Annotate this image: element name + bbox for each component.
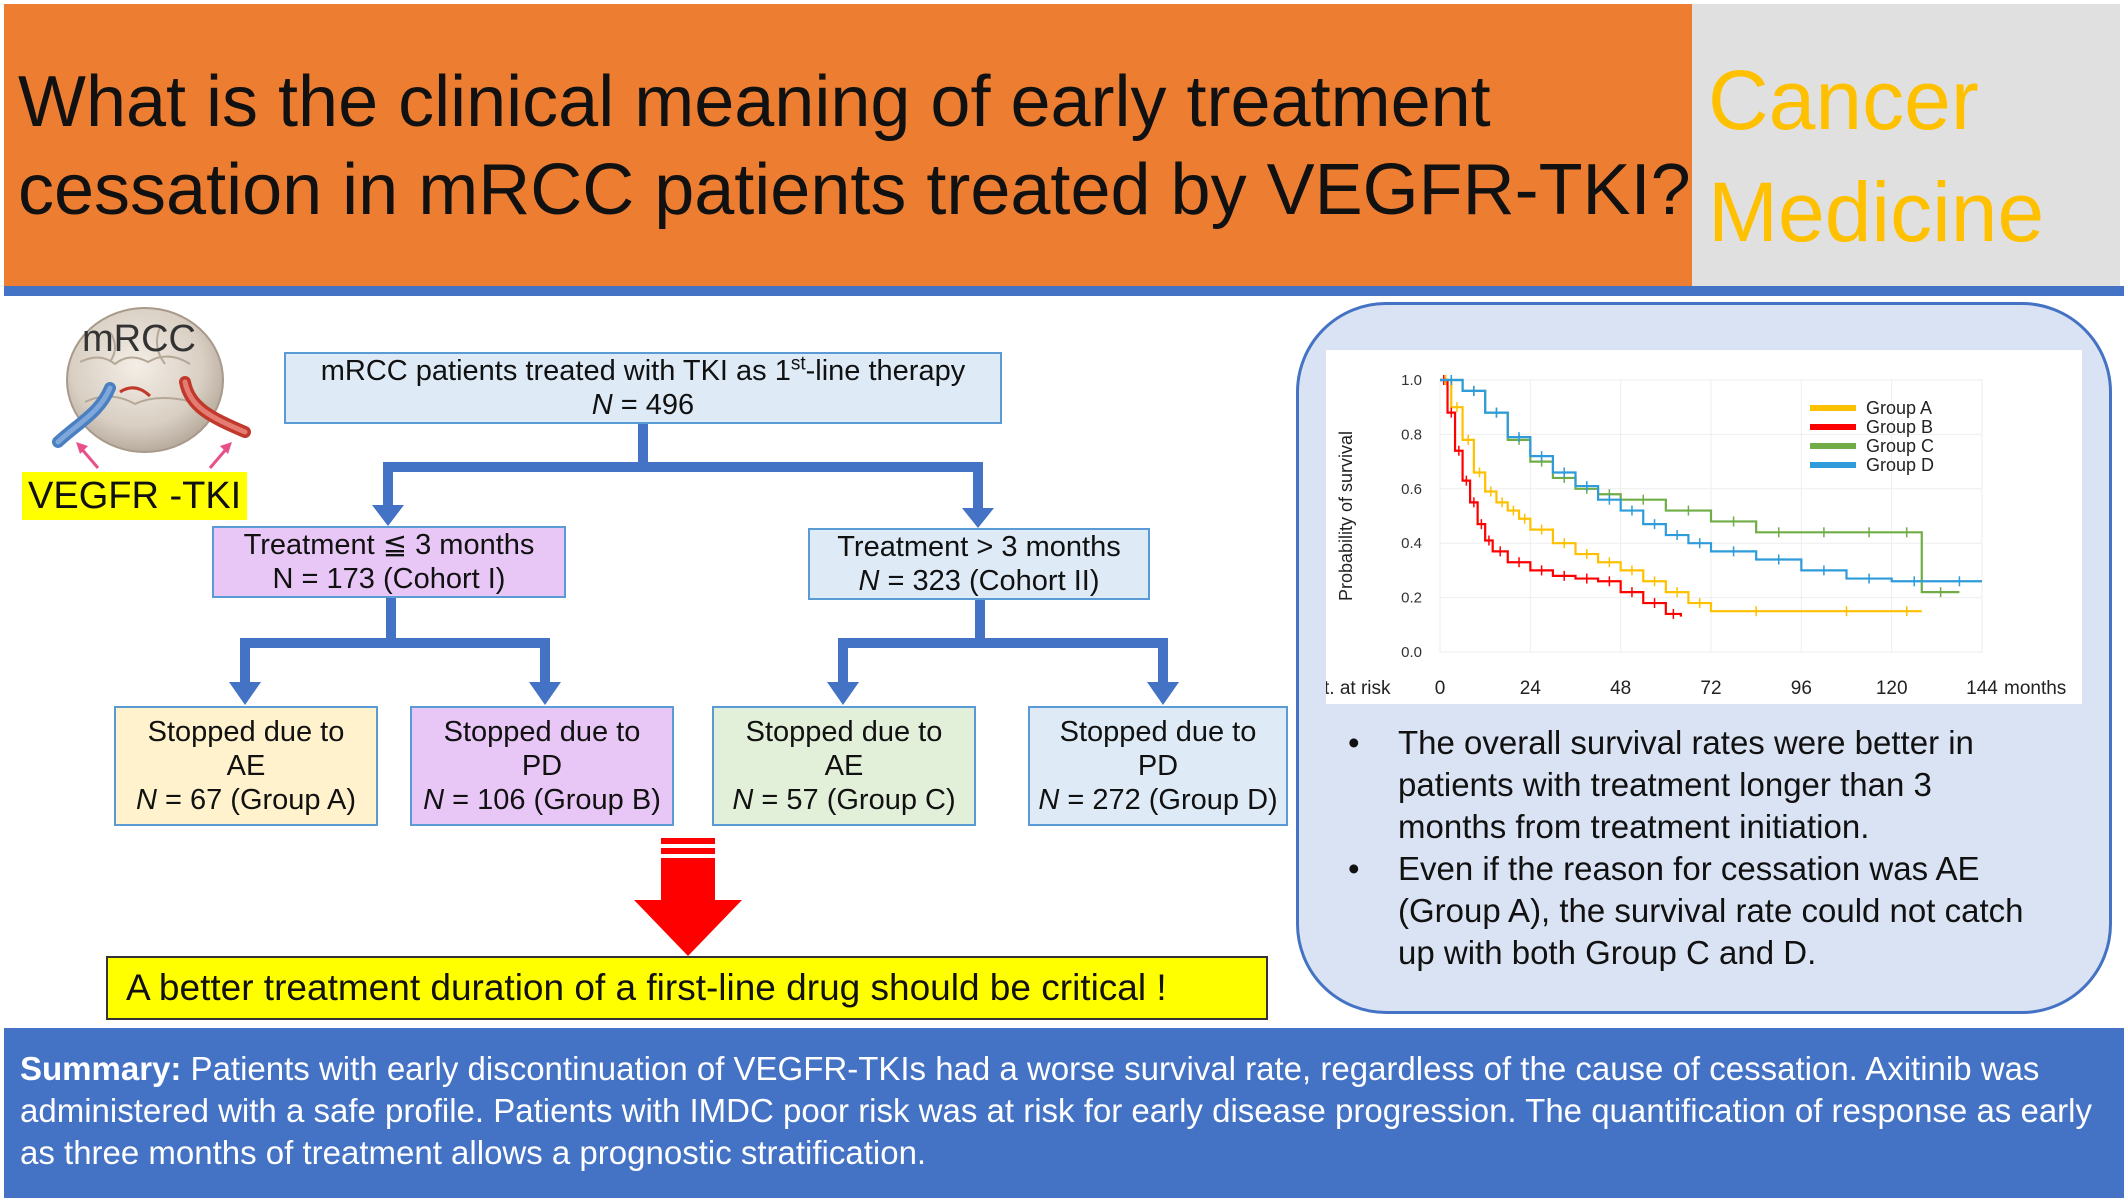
arrow-groupA xyxy=(229,682,261,705)
x-tick-label: 0 xyxy=(1435,678,1446,699)
groupB-box: Stopped due to PD N = 106 (Group B) xyxy=(410,706,674,826)
survival-chart-area: 0.0 0.2 0.4 0.6 0.8 1.0 0 24 48 72 96 120 144 months t… xyxy=(1324,350,2082,704)
km-curve-group-a xyxy=(1440,378,1922,613)
y-tick-label: 1.0 xyxy=(1401,372,1422,389)
root-box: mRCC patients treated with TKI as 1st-li… xyxy=(284,352,1002,424)
x-tick-label: 72 xyxy=(1700,678,1721,699)
title-line-1: What is the clinical meaning of early tr… xyxy=(18,62,1491,142)
journal-name: Cancer Medicine xyxy=(1708,44,2044,268)
legend-label: Group B xyxy=(1866,417,1933,437)
organ-label: mRCC xyxy=(82,318,196,360)
legend-label: Group C xyxy=(1866,436,1934,456)
journal-line-1: Cancer xyxy=(1708,53,1979,147)
connector-root-split xyxy=(383,462,983,472)
arrow-groupB xyxy=(529,682,561,705)
km-curve-group-b xyxy=(1440,378,1682,617)
arrow-cohort1 xyxy=(372,505,404,526)
connector-cohort2-stem xyxy=(975,598,985,644)
arrow-groupC xyxy=(827,682,859,705)
finding-item: • Even if the reason for cessation was A… xyxy=(1348,850,2024,971)
x-tick-label: 96 xyxy=(1791,678,1812,699)
risk-table-label: t. at risk xyxy=(1326,678,1391,699)
header-banner xyxy=(4,4,1692,286)
x-tick-label: 48 xyxy=(1610,678,1631,699)
conclusion-banner: A better treatment duration of a first-l… xyxy=(106,956,1268,1020)
root-box-line1: mRCC patients treated with TKI as 1st-li… xyxy=(320,353,966,387)
groupC-box: Stopped due to AE N = 57 (Group C) xyxy=(712,706,976,826)
bullet-marker: • xyxy=(1348,724,1360,761)
bullet-marker: • xyxy=(1348,850,1360,887)
cohort1-box: Treatment ≦ 3 months N = 173 (Cohort I) xyxy=(212,526,566,598)
page-title: What is the clinical meaning of early tr… xyxy=(18,58,1698,234)
connector-groupA-drop xyxy=(240,638,250,686)
connector-cohort2-drop xyxy=(973,462,983,512)
summary-banner xyxy=(4,1028,2124,1198)
groupA-box: Stopped due to AE N = 67 (Group A) xyxy=(114,706,378,826)
drug-label: VEGFR -TKI xyxy=(22,472,248,520)
arrow-cohort2 xyxy=(962,508,994,528)
connector-cohort1-split xyxy=(240,638,550,648)
findings-list: • The overall survival rates were better… xyxy=(1340,722,2040,974)
summary-text: Summary: Patients with early discontinua… xyxy=(20,1048,2116,1174)
y-axis-label: Probability of survival xyxy=(1336,431,1356,601)
x-tick-label: 144 xyxy=(1966,678,1998,699)
connector-cohort2-split xyxy=(838,638,1168,648)
connector-groupB-drop xyxy=(540,638,550,686)
summary-body: Patients with early discontinuation of V… xyxy=(20,1050,2093,1171)
y-tick-label: 0.6 xyxy=(1401,481,1422,498)
x-tick-label: 120 xyxy=(1876,678,1908,699)
summary-label: Summary: xyxy=(20,1050,182,1087)
groupD-box: Stopped due to PD N = 272 (Group D) xyxy=(1028,706,1288,826)
title-line-2: cessation in mRCC patients treated by VE… xyxy=(18,150,1691,230)
x-tick-label: 24 xyxy=(1520,678,1542,699)
cohort2-box: Treatment > 3 months N = 323 (Cohort II) xyxy=(808,528,1150,600)
y-tick-label: 0.8 xyxy=(1401,426,1422,443)
connector-groupC-drop xyxy=(838,638,848,686)
connector-cohort1-drop xyxy=(383,462,393,510)
connector-root-stem xyxy=(638,424,648,468)
legend-label: Group A xyxy=(1866,398,1932,418)
survival-chart: 0.0 0.2 0.4 0.6 0.8 1.0 0 24 48 72 96 120 144 months t… xyxy=(1324,372,2066,699)
connector-groupD-drop xyxy=(1158,638,1168,686)
km-curve-group-d xyxy=(1440,378,1982,583)
connector-cohort1-stem xyxy=(386,598,396,644)
y-tick-label: 0.2 xyxy=(1401,590,1422,607)
journal-line-2: Medicine xyxy=(1708,165,2045,259)
arrow-groupD xyxy=(1147,682,1179,705)
header-divider xyxy=(4,286,2124,296)
x-axis-label: months xyxy=(2004,678,2066,699)
y-tick-label: 0.0 xyxy=(1401,644,1422,661)
flowchart-connectors xyxy=(229,424,1179,956)
finding-item: • The overall survival rates were better… xyxy=(1348,724,1974,845)
y-tick-label: 0.4 xyxy=(1401,535,1422,552)
kidney-tumor-illustration xyxy=(52,307,251,469)
legend-label: Group D xyxy=(1866,455,1934,475)
root-box-line2: N = 496 xyxy=(591,389,695,421)
journal-panel xyxy=(1692,4,2120,286)
red-down-arrow xyxy=(634,838,742,956)
